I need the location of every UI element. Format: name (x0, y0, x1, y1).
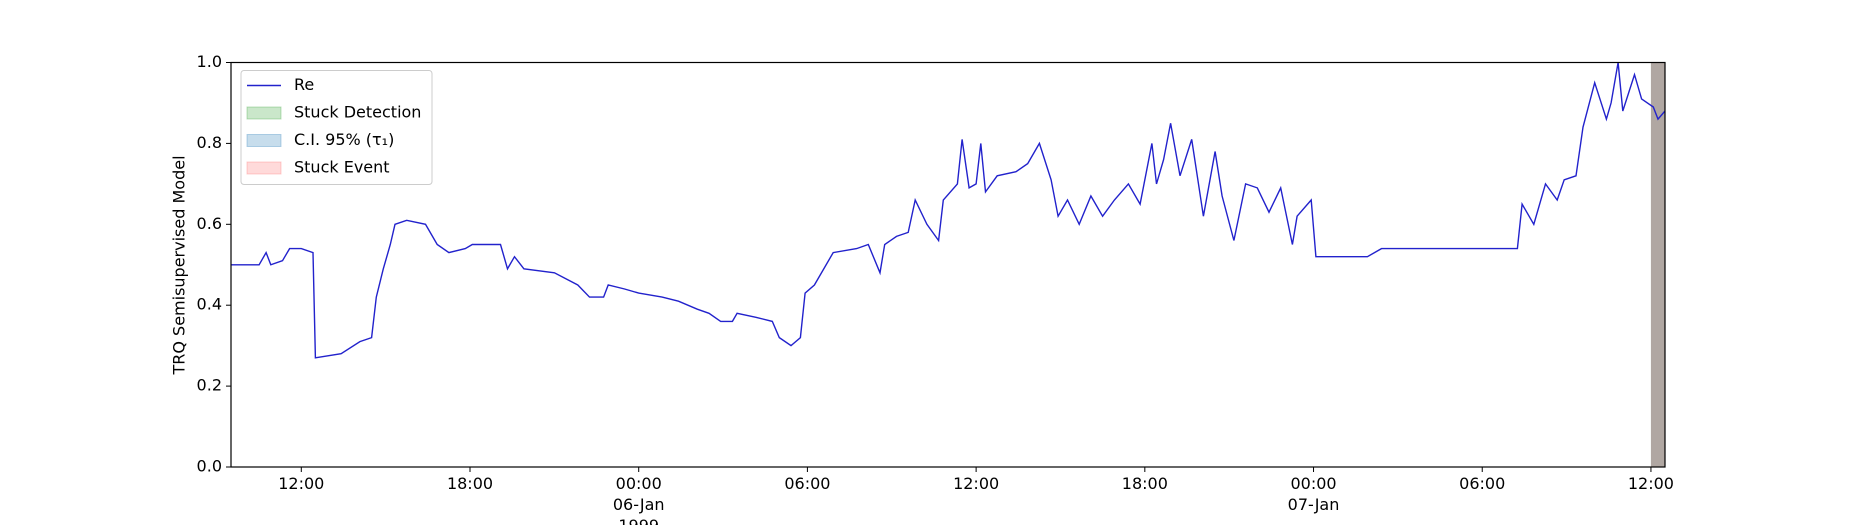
data-line (231, 62, 1666, 359)
legend-patch (246, 134, 282, 147)
x-tick-label: 18:00 (1122, 474, 1168, 493)
x-tick-label-line: 00:00 (616, 474, 662, 493)
x-tick-label: 06:00 (784, 474, 830, 493)
y-tick-label: 0.4 (197, 295, 222, 314)
x-tick-label: 18:00 (447, 474, 493, 493)
span (1650, 62, 1665, 467)
legend-patch (246, 106, 282, 120)
legend-label: C.I. 95% (τ₁) (294, 130, 394, 149)
y-tick-label: 0.2 (197, 376, 222, 395)
y-tick-label: 1.0 (197, 52, 222, 71)
plot-frame (230, 61, 1666, 468)
x-tick-label-line: 18:00 (1122, 474, 1168, 493)
y-tick-label: 0.8 (197, 133, 222, 152)
span (1650, 62, 1665, 467)
x-tick-label: 00:00 06-Jan 1999 (613, 474, 665, 525)
legend-label: Stuck Event (294, 158, 390, 177)
x-tick-label: 12:00 (278, 474, 324, 493)
x-tick-label: 12:00 (1628, 474, 1674, 493)
x-tick-label-line: 12:00 (278, 474, 324, 493)
x-tick-label: 12:00 (953, 474, 999, 493)
x-tick-label-line: 07-Jan (1288, 495, 1340, 514)
x-tick-label-line: 06:00 (1459, 474, 1505, 493)
legend-label: Re (294, 75, 314, 94)
x-tick-label-line: 12:00 (953, 474, 999, 493)
legend-box (240, 70, 433, 185)
y-axis-label: TRQ Semisupervised Model (170, 155, 189, 375)
x-tick-label-line: 06:00 (784, 474, 830, 493)
x-tick-label-line: 18:00 (447, 474, 493, 493)
x-tick-label-line: 06-Jan (613, 495, 665, 514)
legend-label: Stuck Detection (294, 103, 421, 122)
x-tick-label: 00:00 07-Jan (1288, 474, 1340, 514)
x-tick-label-line: 1999 (618, 516, 659, 525)
legend-patch (246, 161, 282, 175)
x-tick-label-line: 12:00 (1628, 474, 1674, 493)
y-tick-label: 0.6 (197, 214, 222, 233)
span (1650, 62, 1665, 467)
x-tick-label: 06:00 (1459, 474, 1505, 493)
y-tick-label: 0.0 (197, 457, 222, 476)
x-tick-label-line: 00:00 (1290, 474, 1336, 493)
